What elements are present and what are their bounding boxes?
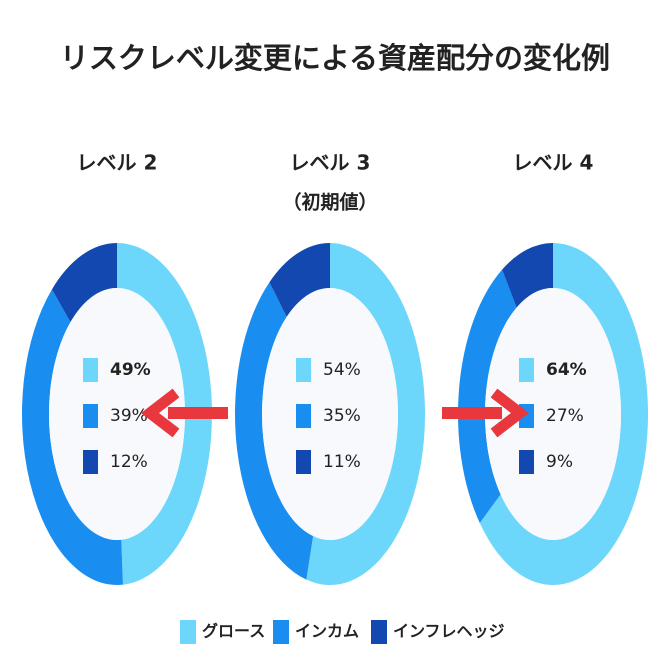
value-label: 35% [323,406,361,426]
donut-segment [306,243,425,585]
donut-segment [502,243,553,308]
label-swatch [519,358,534,382]
legend-swatch [180,620,196,644]
legend-label: インカム [295,622,359,641]
legend-label: インフレヘッジ [393,622,505,641]
arrow-left [140,388,228,438]
donut-segment [269,243,330,317]
label-swatch [296,450,311,474]
value-label: 11% [323,452,361,472]
legend-swatch [371,620,387,644]
value-label: 27% [546,406,584,426]
donut-segment [235,282,314,580]
label-swatch [296,404,311,428]
charts: 49% 39% 12% レベル 2 54% 35% 11% レベル 3 （初期値） 64% 27% 9… [21,151,648,586]
value-label: 54% [323,360,361,380]
arrow-right [442,388,530,438]
value-label: 49% [110,360,151,380]
main-title: リスクレベル変更による資産配分の変化例 [60,41,610,75]
donut-segment [117,243,213,585]
chart-title: レベル 4 [513,151,594,175]
value-label: 39% [110,406,148,426]
chart-title: レベル 3 [290,151,371,175]
label-swatch [296,358,311,382]
chart-subtitle: （初期値） [282,191,377,214]
donut-segment [21,289,123,586]
arrow-head [490,388,530,438]
donut-hole [485,288,621,540]
legend-label: グロース [202,622,265,641]
value-label: 12% [110,452,148,472]
donut-segment [457,269,517,523]
label-swatch [519,450,534,474]
label-swatch [83,450,98,474]
label-swatch [83,404,98,428]
legend: グロース インカム インフレヘッジ [180,620,505,644]
chart-title: レベル 2 [77,151,158,175]
label-swatch [83,358,98,382]
value-label: 64% [546,360,587,380]
arrow-head [140,388,180,438]
donut-hole [262,288,398,540]
value-label: 9% [546,452,573,472]
legend-swatch [273,620,289,644]
donut-hole [49,288,185,540]
donut-segment [51,243,117,323]
donut-segment [479,243,648,585]
